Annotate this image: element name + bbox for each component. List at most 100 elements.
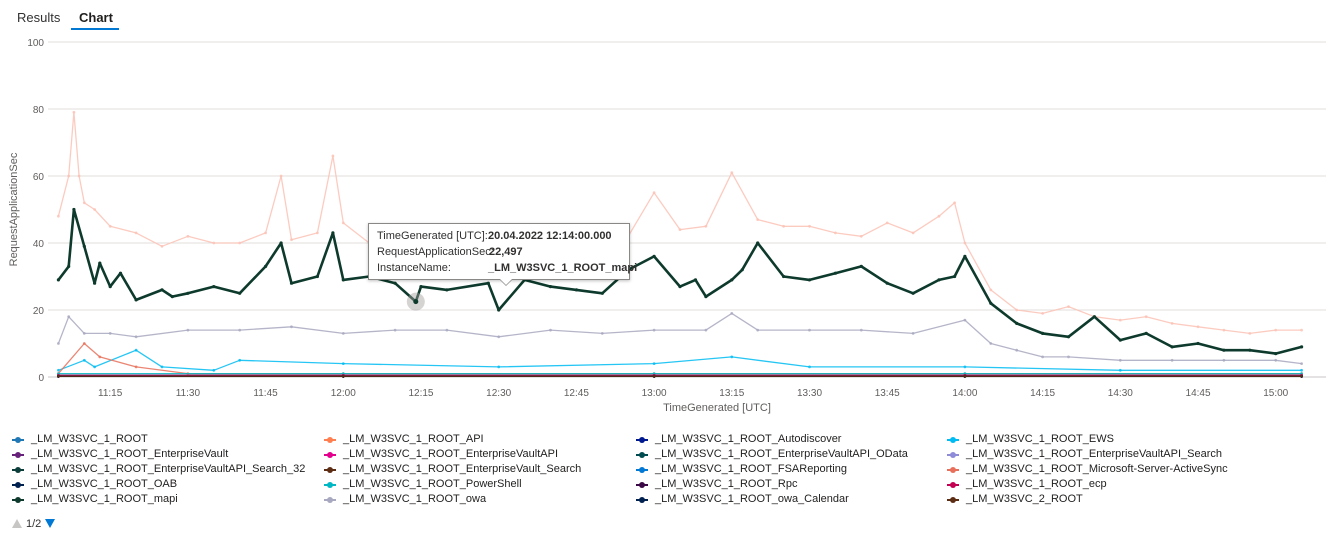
data-point: [1300, 328, 1303, 332]
data-point: [678, 285, 682, 289]
data-point: [1144, 315, 1148, 319]
data-point: [56, 278, 61, 282]
x-tick-label: 12:15: [408, 388, 433, 399]
data-point: [1015, 321, 1019, 325]
data-point: [331, 154, 335, 158]
data-point: [445, 328, 449, 332]
data-point: [808, 328, 811, 332]
data-point: [859, 328, 863, 332]
data-point: [212, 368, 216, 372]
data-point: [316, 231, 319, 235]
chart-legend: _LM_W3SVC_1_ROOT _LM_W3SVC_1_ROOT_API _LM_…: [0, 432, 1326, 512]
data-point: [134, 365, 138, 369]
data-point: [911, 231, 915, 235]
series-line: [57, 342, 1302, 375]
legend-label: _LM_W3SVC_1_ROOT_owa_Calendar: [655, 493, 849, 505]
data-point: [1067, 305, 1070, 308]
data-point: [730, 355, 734, 359]
data-point: [1144, 331, 1148, 335]
data-point: [315, 274, 319, 279]
data-point: [1118, 368, 1122, 372]
data-point: [212, 285, 216, 289]
y-tick-label: 40: [33, 239, 45, 250]
data-point: [134, 335, 138, 339]
legend-next-page-icon[interactable]: [45, 519, 55, 528]
data-point: [82, 332, 86, 335]
series-line: [57, 208, 1302, 355]
x-tick-label: 13:45: [875, 388, 900, 399]
legend-page-indicator: 1/2: [26, 518, 42, 530]
data-point: [859, 264, 863, 268]
data-point: [730, 278, 734, 282]
data-point: [652, 362, 656, 365]
tab-results[interactable]: Results: [17, 10, 61, 25]
data-point: [1248, 348, 1252, 352]
data-point: [98, 355, 102, 359]
x-tick-label: 14:00: [952, 388, 977, 399]
x-axis-title: TimeGenerated [UTC]: [663, 402, 771, 414]
data-point: [1222, 348, 1226, 352]
legend-label: _LM_W3SVC_1_ROOT_Rpc: [655, 478, 798, 490]
data-point: [989, 342, 993, 345]
legend-marker-icon: [639, 497, 645, 503]
legend-label: _LM_W3SVC_1_ROOT: [31, 433, 148, 445]
data-point: [963, 254, 967, 258]
data-point: [108, 332, 112, 335]
data-point: [989, 301, 993, 305]
data-point: [652, 374, 656, 378]
data-point: [486, 281, 490, 285]
data-point: [341, 374, 345, 378]
data-point: [1196, 325, 1200, 329]
tab-chart[interactable]: Chart: [79, 10, 113, 25]
legend-marker-icon: [639, 467, 645, 473]
data-point: [1300, 362, 1303, 365]
data-point: [600, 291, 604, 295]
tooltip-key: TimeGenerated [UTC]:: [377, 230, 488, 242]
line-chart[interactable]: 0 20 40 60 80 100 11:15 11:30 11:45 12:00 12:15 12:…: [0, 30, 1326, 425]
y-tick-label: 80: [33, 105, 45, 116]
data-point: [730, 312, 734, 315]
series-line: [57, 312, 1302, 365]
x-tick-label: 15:00: [1263, 388, 1288, 399]
x-tick-label: 13:30: [797, 388, 822, 399]
legend-prev-page-icon[interactable]: [12, 519, 22, 528]
y-axis-title: RequestApplicationSec: [8, 152, 20, 266]
data-point: [756, 218, 760, 222]
data-point: [989, 288, 993, 292]
data-point: [290, 325, 293, 329]
data-point: [1041, 331, 1045, 335]
data-point: [1274, 328, 1278, 332]
tooltip-row-time: TimeGenerated [UTC]: 20.04.2022 12:14:00…: [377, 228, 621, 244]
legend-label: _LM_W3SVC_1_ROOT_OAB: [31, 478, 178, 490]
data-point: [212, 241, 216, 245]
data-point: [67, 315, 71, 319]
data-point: [834, 231, 837, 235]
legend-label: _LM_W3SVC_1_ROOT_EWS: [966, 433, 1114, 445]
data-point: [963, 365, 967, 369]
x-tick-label: 12:45: [564, 388, 589, 399]
data-point: [1248, 332, 1252, 335]
data-point: [1118, 338, 1122, 342]
data-point: [911, 291, 915, 295]
legend-marker-icon: [15, 482, 21, 488]
data-point: [238, 241, 242, 245]
data-point: [1118, 358, 1122, 362]
data-point: [1222, 358, 1226, 362]
data-point: [1092, 315, 1096, 319]
data-point: [341, 362, 345, 365]
x-tick-label: 13:15: [719, 388, 744, 399]
legend-label: _LM_W3SVC_1_ROOT_EnterpriseVaultAPI: [343, 448, 558, 460]
data-point: [1300, 368, 1303, 372]
data-point: [808, 365, 811, 369]
data-point: [341, 332, 345, 335]
data-point: [953, 274, 957, 279]
legend-marker-icon: [15, 452, 21, 458]
data-point: [93, 281, 97, 285]
data-point: [859, 234, 863, 238]
data-point: [574, 288, 579, 292]
chart-tooltip: TimeGenerated [UTC]: 20.04.2022 12:14:00…: [368, 223, 637, 280]
legend-label: _LM_W3SVC_1_ROOT_EnterpriseVaultAPI_Sear…: [966, 448, 1222, 460]
data-point: [134, 298, 138, 302]
data-point: [963, 241, 967, 245]
legend-label: _LM_W3SVC_1_ROOT_Autodiscover: [655, 433, 842, 445]
